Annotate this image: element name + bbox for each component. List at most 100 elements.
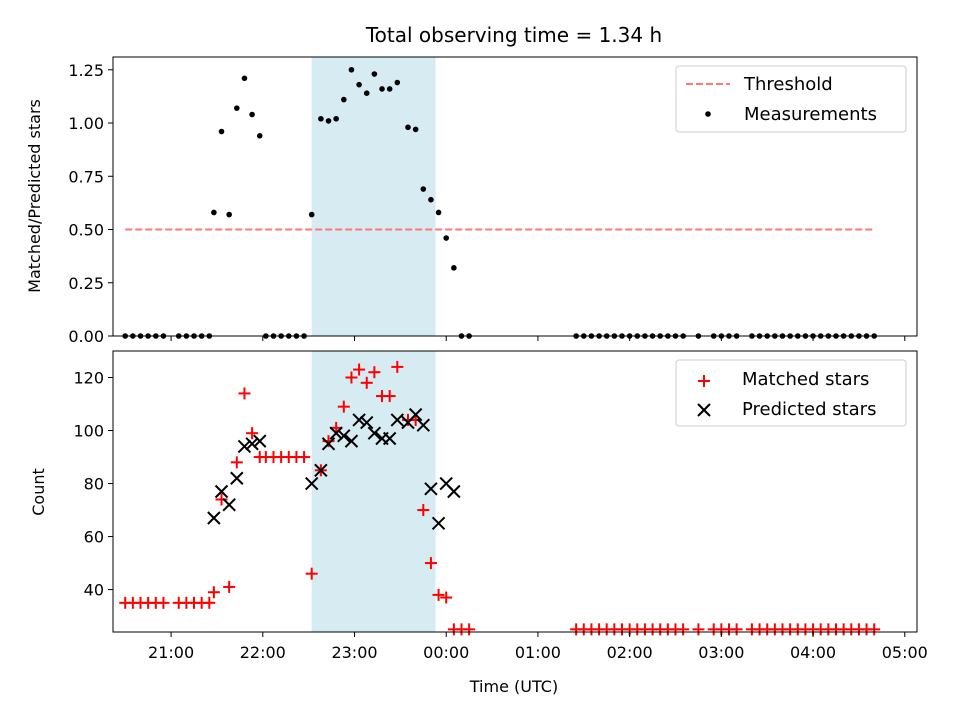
legend-measurements-label: Measurements: [744, 104, 877, 125]
observing-window-span: [311, 351, 436, 632]
x-tick-label: 03:00: [698, 643, 744, 662]
predicted-star-point: [321, 437, 336, 451]
measurement-point: [451, 265, 457, 271]
legend-predicted-swatch: [697, 403, 711, 417]
matched-star-point: [730, 623, 743, 636]
predicted-star-point: [408, 407, 423, 422]
top-legend: Threshold Measurements: [675, 65, 907, 133]
predicted-star-point: [382, 431, 397, 446]
matched-star-point: [417, 504, 430, 517]
matched-star-point: [368, 366, 381, 379]
bottom-legend: Matched stars Predicted stars: [675, 359, 907, 427]
bottom-y-tick-label: 80: [84, 475, 104, 494]
predicted-star-marker-b: [207, 511, 221, 525]
predicted-star-marker-b: [253, 434, 267, 448]
predicted-star-point: [424, 482, 438, 496]
top-y-tick-label: 0.75: [68, 167, 104, 186]
count-panel: 40 60 80 100 120 21:00 22:00 23:00 00:00 01:00 02…: [29, 350, 928, 696]
predicted-star-marker-b: [439, 476, 453, 491]
x-tick-label: 02:00: [607, 643, 653, 662]
predicted-star-point: [245, 437, 259, 451]
top-y-ticks: 0.00 0.25 0.50 0.75 1.00 1.25: [68, 61, 113, 346]
measurement-point: [420, 186, 427, 192]
predicted-star-point: [360, 415, 374, 430]
predicted-star-marker-b: [390, 413, 405, 427]
measurement-point: [435, 209, 442, 216]
predicted-star-marker-b: [230, 471, 244, 485]
matched-star-point: [298, 451, 311, 464]
top-y-axis-label: Matched/Predicted stars: [25, 99, 44, 293]
bottom-axes-frame: [112, 350, 918, 633]
legend-measurements-swatch: [705, 111, 711, 117]
measurement-point: [333, 115, 339, 122]
measurement-point: [412, 126, 419, 133]
measurement-point: [379, 86, 385, 92]
predicted-star-point: [390, 413, 405, 427]
x-tick-label: 01:00: [515, 643, 561, 662]
measurement-point: [234, 105, 240, 111]
matched-star-point: [345, 371, 358, 384]
predicted-star-point: [447, 484, 461, 499]
predicted-star-marker-b: [416, 418, 430, 432]
matched-star-point: [157, 596, 170, 609]
measurement-point: [386, 86, 393, 92]
bottom-y-ticks: 40 60 80 100 120: [73, 369, 113, 600]
bottom-y-tick-label: 60: [84, 528, 104, 547]
chart-title: Total observing time = 1.34 h: [365, 23, 662, 47]
measurement-point: [241, 75, 248, 82]
predicted-star-marker-b: [352, 413, 366, 427]
matched-star-point: [230, 456, 243, 469]
top-y-tick-label: 1.00: [68, 114, 104, 133]
predicted-star-marker-b: [329, 426, 343, 440]
legend-matched-label: Matched stars: [742, 369, 869, 390]
x-tick-label: 05:00: [882, 643, 928, 662]
measurement-point: [325, 118, 332, 124]
x-tick-label: 21:00: [148, 643, 194, 662]
bottom-y-axis-label: Count: [29, 468, 48, 516]
legend-matched-swatch: [698, 375, 710, 387]
predicted-star-marker-b: [245, 437, 259, 451]
predicted-star-point: [352, 413, 366, 427]
measurement-point: [226, 211, 232, 218]
matched-star-point: [677, 623, 690, 636]
measurement-point: [371, 71, 378, 77]
top-x-ticks: [170, 336, 906, 341]
matched-star-point: [692, 623, 705, 636]
predicted-star-marker-b: [447, 484, 461, 499]
matched-star-point: [391, 360, 404, 373]
predicted-star-point: [214, 484, 229, 499]
measurement-point: [428, 196, 434, 203]
predicted-star-marker-b: [360, 415, 374, 430]
measurement-point: [363, 90, 370, 97]
top-axes-frame: [112, 56, 918, 337]
legend-threshold-label: Threshold: [743, 74, 833, 95]
predicted-star-marker-b: [408, 407, 423, 422]
measurement-point: [318, 115, 324, 122]
matched-star-point: [203, 596, 216, 609]
matched-star-point: [238, 387, 251, 400]
predicted-star-marker-b: [305, 476, 319, 491]
matched-star-point: [337, 400, 350, 413]
predicted-star-point: [329, 426, 343, 440]
top-y-tick-label: 0.25: [68, 274, 104, 293]
measurement-point: [405, 124, 411, 131]
measurement-point: [394, 79, 401, 86]
predicted-star-point: [416, 418, 430, 432]
measurement-point: [218, 128, 225, 135]
measurement-point: [356, 81, 362, 88]
predicted-star-point: [305, 476, 319, 491]
measurement-point: [249, 111, 255, 118]
predicted-star-point: [431, 516, 446, 531]
predicted-star-marker-b: [382, 431, 397, 446]
predicted-star-point: [230, 471, 244, 485]
bottom-y-tick-label: 100: [73, 422, 104, 441]
predicted-star-marker-b: [337, 429, 351, 443]
measurement-point: [341, 96, 347, 103]
bottom-legend-box: [675, 359, 907, 427]
predicted-star-marker-b: [314, 463, 328, 477]
matched-star-point: [246, 427, 259, 440]
predicted-star-marker-b: [214, 484, 229, 499]
predicted-star-marker-b: [367, 426, 382, 440]
matched-star-point: [868, 623, 881, 636]
